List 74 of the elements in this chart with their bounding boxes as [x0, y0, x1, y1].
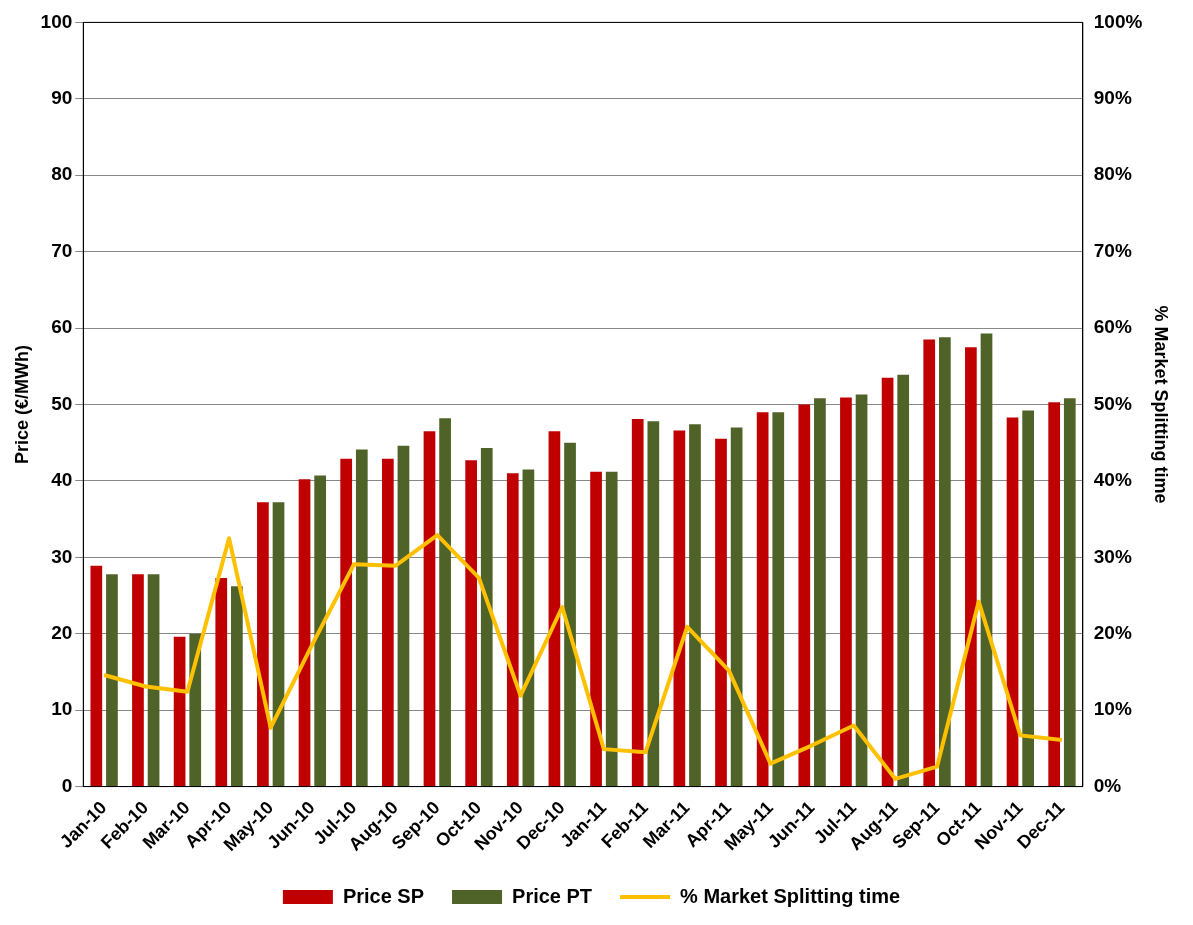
bar: [522, 469, 535, 787]
y-tick-label: 70: [51, 239, 73, 261]
bar: [272, 502, 285, 787]
bar: [1063, 398, 1076, 787]
bar: [673, 430, 686, 787]
bar: [381, 458, 394, 787]
bar: [257, 502, 269, 787]
y-tick-label: 80: [51, 163, 73, 185]
y-tick-label: 30: [51, 545, 73, 567]
legend-label: % Market Splitting time: [680, 884, 901, 907]
bar: [564, 442, 576, 787]
y2-axis-title: % Market Splitting time: [1151, 305, 1172, 504]
bar: [1022, 410, 1034, 787]
bar: [298, 479, 311, 787]
y2-tick-label: 10%: [1093, 698, 1132, 720]
bar: [881, 377, 894, 787]
y2-tick-label: 90%: [1093, 87, 1132, 109]
y-tick-label: 60: [51, 316, 73, 338]
bar: [423, 431, 436, 787]
bar: [855, 394, 868, 787]
bar: [980, 333, 993, 787]
y-tick-label: 100: [40, 10, 73, 32]
bar: [314, 475, 327, 787]
y-tick-label: 40: [51, 469, 73, 491]
bar: [814, 398, 826, 787]
bar: [840, 397, 852, 787]
bar: [798, 404, 811, 787]
y2-tick-label: 0%: [1093, 774, 1122, 796]
bar: [106, 574, 118, 787]
bar: [340, 458, 353, 787]
y-tick-label: 90: [51, 87, 73, 109]
bar: [1048, 402, 1061, 787]
bar: [132, 574, 144, 787]
bar: [631, 419, 644, 787]
bar: [730, 427, 743, 787]
bar: [147, 574, 160, 787]
bar: [480, 448, 493, 787]
bar: [231, 586, 243, 787]
bar: [647, 421, 660, 787]
bar: [506, 473, 519, 787]
y2-tick-label: 70%: [1093, 239, 1132, 261]
y2-tick-label: 40%: [1093, 469, 1132, 491]
bar: [215, 577, 228, 787]
bar: [173, 636, 186, 787]
bar: [355, 449, 368, 787]
bar: [439, 418, 451, 787]
bar: [939, 337, 951, 787]
bar: [1006, 417, 1019, 787]
bar: [715, 438, 727, 787]
legend-label: Price SP: [342, 884, 425, 907]
bar: [90, 565, 103, 787]
y2-tick-label: 30%: [1093, 545, 1132, 567]
y2-tick-label: 20%: [1093, 621, 1132, 643]
bar: [605, 471, 618, 787]
bar: [772, 412, 785, 787]
y-tick-label: 0: [61, 774, 73, 796]
bar: [689, 424, 701, 787]
bar: [548, 431, 561, 787]
bar: [465, 460, 477, 787]
bar: [756, 412, 769, 787]
y2-tick-label: 50%: [1093, 392, 1132, 414]
bar: [397, 445, 410, 787]
bar: [965, 347, 977, 787]
y-axis-title: Price (€/MWh): [11, 344, 32, 464]
y2-tick-label: 80%: [1093, 163, 1132, 185]
bar: [590, 471, 602, 787]
bar: [923, 339, 936, 787]
y-tick-label: 10: [51, 698, 73, 720]
y2-tick-label: 60%: [1093, 316, 1132, 338]
y-tick-label: 50: [51, 392, 73, 414]
y2-tick-label: 100%: [1093, 10, 1143, 32]
bar: [897, 374, 910, 787]
y-tick-label: 20: [51, 621, 73, 643]
legend-label: Price PT: [512, 884, 593, 907]
